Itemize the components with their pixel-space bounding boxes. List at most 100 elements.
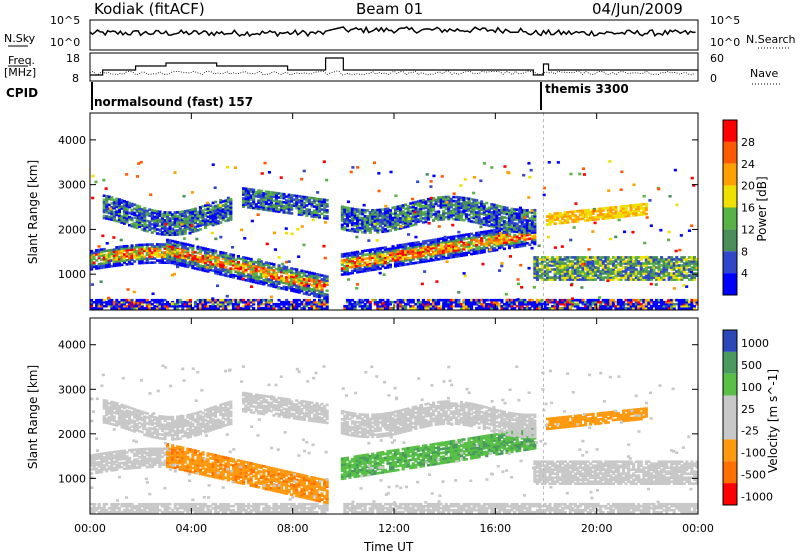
data-cell	[193, 219, 197, 223]
data-cell	[259, 280, 263, 283]
data-cell	[604, 302, 608, 306]
data-cell	[188, 227, 192, 230]
data-cell	[145, 247, 149, 250]
data-cell	[150, 213, 154, 216]
data-cell	[122, 302, 126, 306]
data-cell	[229, 275, 233, 278]
data-cell	[244, 304, 248, 308]
data-cell	[274, 191, 278, 195]
data-cell	[133, 225, 137, 229]
data-cell	[632, 302, 636, 306]
data-cell	[158, 210, 162, 214]
data-cell	[660, 300, 664, 304]
data-cell	[171, 215, 175, 218]
data-cell	[183, 224, 187, 227]
data-cell	[125, 208, 129, 212]
data-cell	[259, 270, 263, 273]
data-cell	[267, 270, 271, 273]
data-cell	[302, 278, 306, 281]
data-cell	[247, 187, 251, 191]
data-cell	[135, 220, 139, 224]
data-cell	[173, 256, 177, 260]
data-cell	[130, 216, 134, 220]
data-cell	[571, 300, 575, 304]
data-cell	[325, 289, 329, 292]
data-cell	[204, 302, 208, 306]
data-cell	[492, 302, 496, 306]
data-cell	[148, 208, 152, 211]
data-cell	[158, 302, 162, 306]
data-cell	[166, 233, 170, 236]
data-cell	[122, 249, 126, 252]
data-cell	[188, 254, 192, 257]
data-cell	[107, 302, 111, 306]
data-cell	[214, 222, 218, 226]
data-cell	[563, 306, 567, 310]
data-cell	[204, 253, 208, 256]
data-cell	[247, 267, 251, 270]
data-cell	[193, 215, 197, 219]
data-cell	[97, 262, 101, 266]
data-cell	[183, 250, 187, 254]
data-cell	[206, 250, 210, 253]
data-cell	[290, 269, 294, 272]
data-cell	[429, 306, 433, 310]
data-cell	[186, 298, 190, 302]
data-cell	[254, 203, 258, 206]
data-cell	[604, 304, 608, 308]
data-cell	[226, 300, 230, 304]
data-cell	[90, 259, 94, 263]
data-cell	[155, 210, 159, 213]
data-cell	[216, 214, 220, 217]
data-cell	[214, 265, 218, 269]
data-cell	[267, 190, 271, 194]
data-cell	[209, 298, 213, 302]
data-cell	[269, 278, 273, 282]
data-cell	[627, 300, 631, 304]
data-cell	[376, 300, 380, 304]
data-cell	[143, 306, 147, 310]
data-cell	[670, 306, 674, 310]
data-cell	[670, 302, 674, 306]
data-cell	[292, 281, 296, 285]
data-cell	[168, 227, 172, 231]
data-cell	[209, 210, 213, 214]
data-cell	[505, 206, 509, 210]
data-cell	[442, 306, 446, 310]
data-cell	[209, 256, 213, 260]
data-cell	[117, 257, 121, 261]
data-cell	[320, 284, 324, 287]
data-cell	[419, 306, 423, 310]
data-cell	[508, 298, 512, 302]
data-cell	[115, 264, 119, 267]
data-cell	[502, 302, 506, 306]
data-cell	[300, 306, 304, 310]
data-cell	[320, 288, 324, 291]
data-cell	[92, 253, 96, 257]
data-cell	[280, 200, 284, 204]
data-cell	[150, 223, 154, 226]
data-cell	[568, 304, 572, 308]
data-cell	[204, 251, 208, 254]
data-cell	[125, 259, 129, 262]
data-cell	[140, 255, 144, 259]
data-cell	[155, 214, 159, 217]
data-cell	[135, 204, 139, 207]
data-cell	[178, 222, 182, 226]
data-cell	[214, 251, 218, 255]
data-cell	[171, 243, 175, 247]
data-cell	[191, 250, 195, 254]
data-cell	[216, 216, 220, 219]
data-cell	[198, 206, 202, 209]
data-cell	[285, 207, 289, 210]
data-cell	[310, 273, 314, 277]
data-cell	[168, 243, 172, 246]
data-cell	[254, 265, 258, 268]
data-cell	[302, 274, 306, 277]
data-cell	[510, 306, 514, 310]
data-cell	[148, 228, 152, 232]
data-cell	[100, 302, 104, 306]
data-cell	[591, 300, 595, 304]
data-cell	[500, 300, 504, 304]
data-cell	[259, 191, 263, 195]
